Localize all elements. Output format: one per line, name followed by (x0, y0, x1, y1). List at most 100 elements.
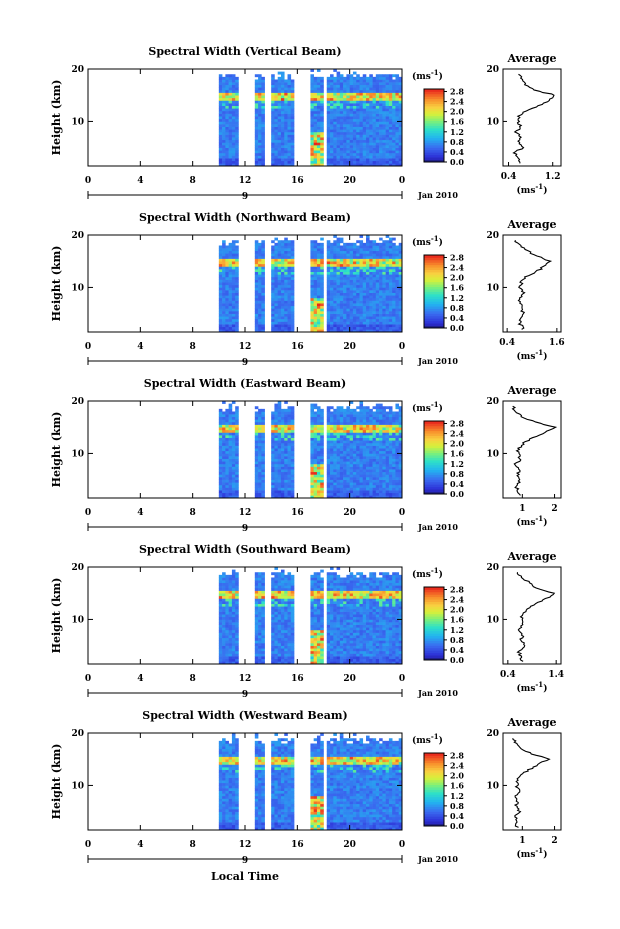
heatmap-cell (359, 414, 364, 418)
heatmap-cell (287, 321, 292, 325)
heatmap-cell (320, 242, 324, 246)
heatmap-cell (310, 87, 314, 91)
heatmap-cell (235, 598, 239, 602)
heatmap-cell (326, 255, 331, 259)
heatmap-cell (284, 479, 288, 483)
heatmap-cell (287, 142, 292, 146)
heatmap-cell (346, 82, 350, 86)
heatmap-cell (320, 295, 324, 299)
heatmap-cell (388, 461, 393, 465)
heatmap-cell (343, 155, 347, 159)
heatmap-cell (333, 121, 337, 125)
heatmap-cell (388, 284, 393, 288)
heatmap-cell (261, 126, 265, 130)
heatmap-cell (225, 601, 229, 604)
heatmap-cell (271, 313, 275, 317)
heatmap-cell (398, 421, 403, 425)
heatmap-cell (277, 490, 282, 494)
heatmap-cell (235, 635, 239, 639)
heatmap-cell (235, 150, 239, 154)
heatmap-cell (222, 284, 226, 288)
heatmap-cell (398, 450, 403, 454)
heatmap-cell (392, 456, 396, 459)
heatmap-cell (225, 271, 229, 275)
heatmap-cell (336, 253, 341, 257)
heatmap-cell (356, 477, 360, 480)
heatmap-cell (379, 74, 383, 78)
heatmap-cell (395, 287, 400, 291)
heatmap-cell (330, 131, 334, 135)
heatmap-cell (346, 97, 350, 101)
heatmap-cell (359, 235, 364, 238)
heatmap-cell (359, 495, 364, 499)
heatmap-cell (366, 329, 370, 333)
heatmap-cell (372, 427, 377, 431)
heatmap-cell (379, 255, 383, 259)
heatmap-cell (375, 82, 380, 86)
heatmap-cell (375, 282, 380, 286)
heatmap-cell (352, 435, 357, 438)
heatmap-cell (366, 263, 370, 267)
heatmap-cell (225, 437, 229, 441)
heatmap-cell (310, 316, 314, 320)
heatmap-cell (280, 250, 285, 254)
heatmap-cell (320, 450, 324, 454)
heatmap-cell (231, 124, 236, 127)
heatmap-cell (359, 292, 364, 296)
heatmap-cell (218, 131, 223, 135)
heatmap-cell (316, 492, 321, 496)
date-day-label: 9 (242, 358, 248, 368)
heatmap-cell (287, 290, 292, 293)
heatmap-cell (395, 279, 400, 283)
heatmap-cell (382, 318, 386, 322)
heatmap-cell (284, 97, 288, 101)
heatmap-cell (346, 487, 350, 491)
heatmap-cell (330, 142, 334, 146)
heatmap-cell (231, 295, 236, 299)
heatmap-cell (284, 442, 288, 446)
colorbar-swatch (424, 459, 444, 463)
heatmap-cell (231, 329, 236, 333)
heatmap-cell (336, 240, 341, 244)
heatmap-cell (313, 305, 318, 309)
heatmap-cell (382, 311, 386, 314)
heatmap-cell (218, 601, 223, 604)
heatmap-cell (359, 269, 364, 272)
heatmap-cell (261, 437, 265, 441)
heatmap-cell (218, 482, 223, 486)
heatmap-cell (320, 113, 324, 117)
heatmap-cell (231, 134, 236, 138)
heatmap-cell (320, 248, 324, 252)
heatmap-cell (326, 429, 331, 433)
colorbar-swatch (424, 257, 444, 261)
heatmap-cell (258, 131, 262, 135)
heatmap-cell (290, 492, 295, 496)
heatmap-cell (362, 466, 367, 470)
heatmap-cell (375, 97, 380, 101)
heatmap-cell (352, 121, 357, 125)
heatmap-cell (254, 492, 259, 496)
heatmap-cell (261, 89, 265, 93)
heatmap-cell (287, 474, 292, 478)
heatmap-cell (330, 82, 334, 86)
heatmap-cell (326, 261, 331, 265)
heatmap-cell (343, 313, 347, 317)
heatmap-cell (333, 295, 337, 299)
heatmap-cell (287, 152, 292, 156)
heatmap-cell (313, 324, 318, 328)
heatmap-cell (392, 279, 396, 283)
heatmap-cell (395, 448, 400, 452)
heatmap-cell (218, 79, 223, 83)
heatmap-cell (372, 118, 377, 122)
heatmap-cell (395, 492, 400, 496)
heatmap-cell (261, 492, 265, 496)
heatmap-cell (258, 129, 262, 133)
heatmap-cell (290, 255, 295, 259)
heatmap-cell (280, 137, 285, 141)
heatmap-cell (398, 329, 403, 333)
heatmap-cell (352, 261, 357, 265)
heatmap-cell (356, 490, 360, 494)
heatmap-cell (339, 100, 344, 104)
heatmap-cell (254, 648, 259, 652)
heatmap-cell (398, 163, 403, 167)
